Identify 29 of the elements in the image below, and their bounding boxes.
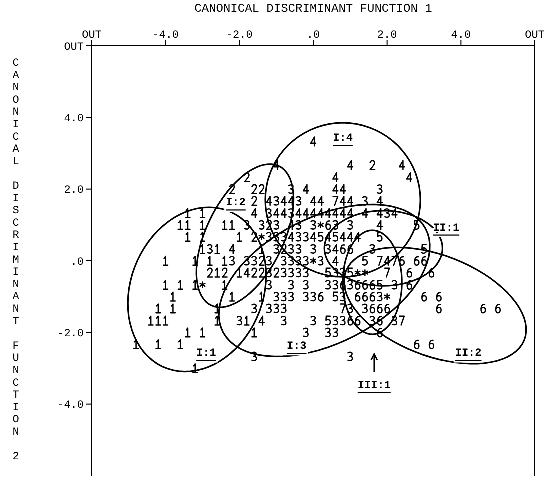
- y-tick-label: .0: [70, 256, 84, 269]
- point: [384, 293, 390, 300]
- annotation: I:4: [333, 133, 354, 146]
- x-tick-label: OUT: [82, 30, 102, 42]
- y-tick-label: OUT: [64, 42, 84, 54]
- y-tick-label: -4.0: [58, 400, 84, 412]
- annotation: II:1: [433, 222, 460, 235]
- point: [362, 269, 368, 276]
- point: [310, 258, 317, 264]
- y-tick-label: 2.0: [64, 185, 84, 198]
- y-tick-label: 4.0: [64, 114, 84, 126]
- annotation: III:1: [358, 380, 392, 392]
- y-tick-label: -2.0: [58, 328, 84, 341]
- annotation: I:1: [196, 348, 217, 360]
- annotation: I:2: [226, 198, 246, 210]
- x-axis-title: CANONICAL DISCRIMINANT FUNCTION 1: [194, 2, 434, 16]
- point: [318, 222, 324, 229]
- point: [200, 282, 206, 288]
- y-axis-title: CANONICAL DISCRIMINANT FUNCTION 2: [10, 58, 22, 464]
- point: [258, 234, 265, 240]
- x-tick-label: 4.0: [451, 30, 472, 42]
- annotation: I:3: [286, 341, 308, 353]
- x-tick-label: 2.0: [377, 30, 398, 42]
- point: [354, 269, 361, 276]
- x-tick-label: -4.0: [152, 30, 180, 42]
- x-tick-label: .0: [306, 30, 320, 42]
- x-tick-label: -2.0: [226, 30, 253, 42]
- x-tick-label: OUT: [525, 30, 546, 42]
- annotation: II:2: [455, 348, 482, 360]
